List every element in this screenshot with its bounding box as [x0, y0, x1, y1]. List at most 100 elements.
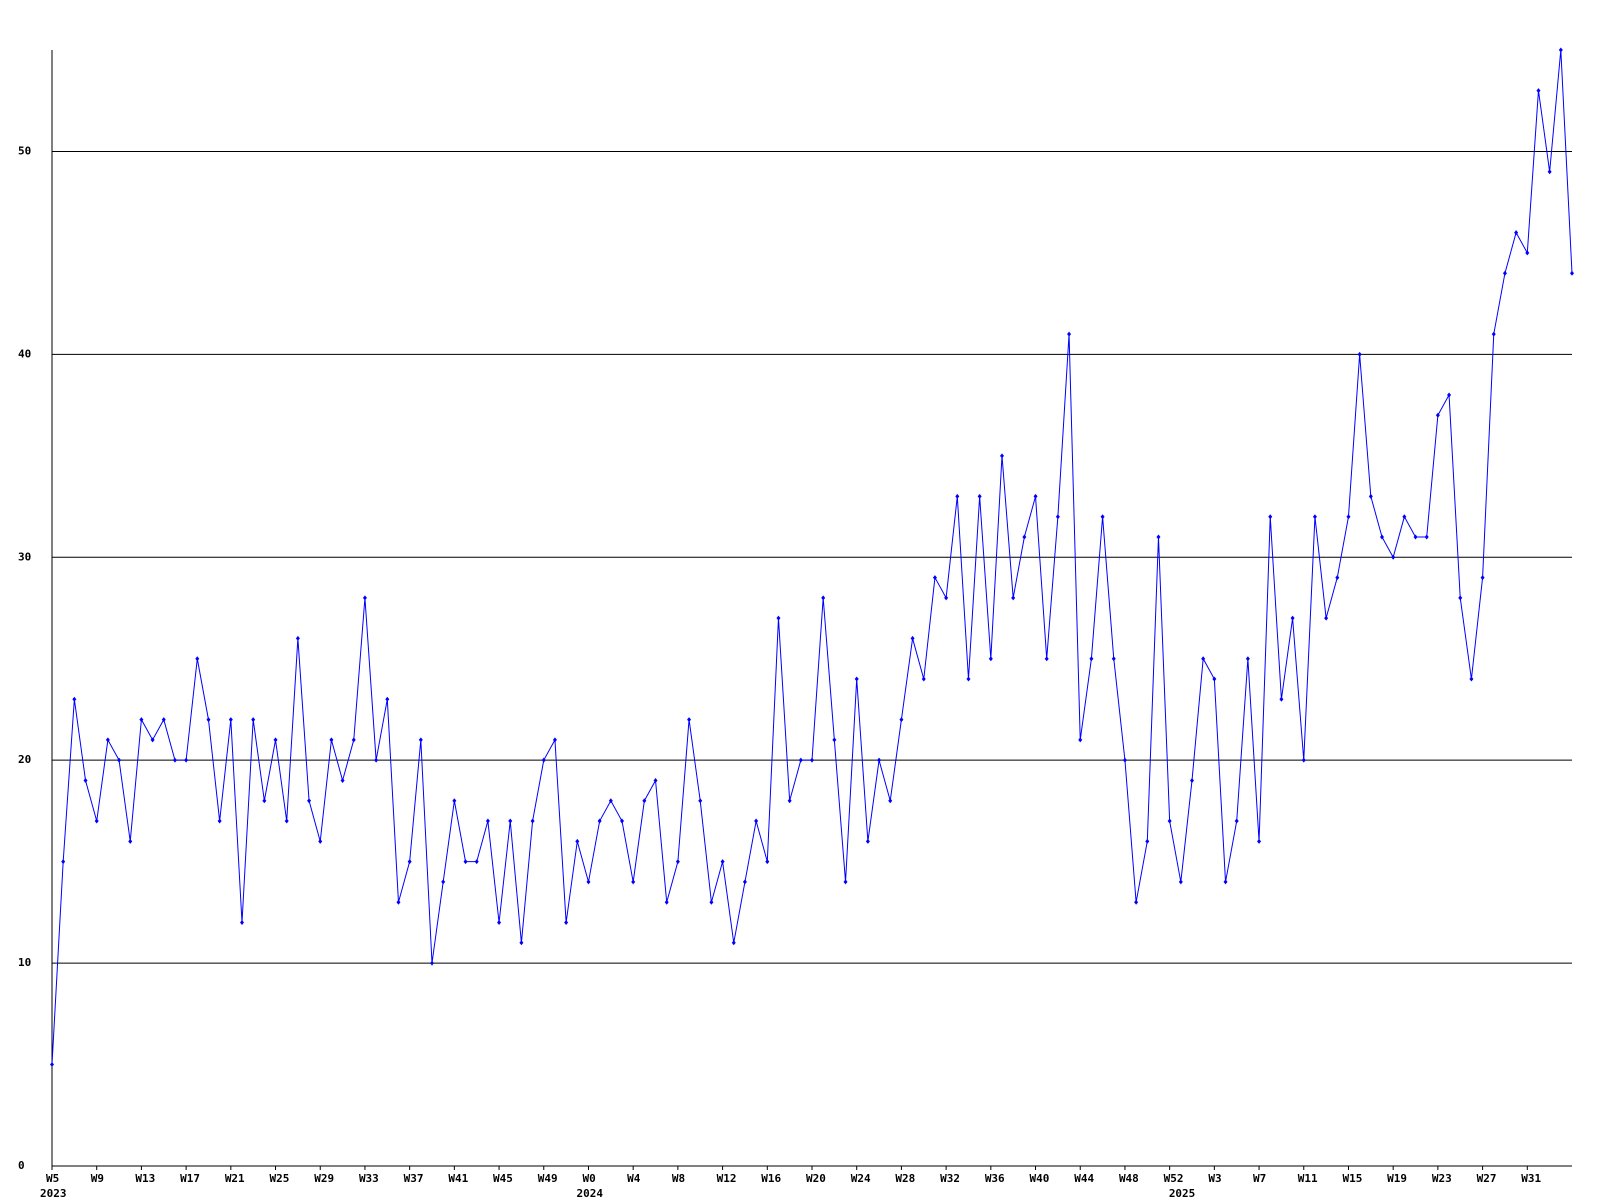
point: [1011, 595, 1016, 601]
point: [1447, 392, 1452, 398]
year-label: 2024: [576, 1187, 603, 1200]
point: [910, 635, 915, 641]
point: [1044, 656, 1049, 662]
point: [262, 798, 267, 804]
x-tick-label: W4: [627, 1172, 641, 1185]
point: [128, 838, 133, 844]
point: [251, 717, 256, 723]
point: [1167, 818, 1172, 824]
point: [1346, 514, 1351, 520]
point: [1290, 615, 1295, 621]
point: [541, 757, 546, 763]
point: [418, 737, 423, 743]
y-tick-label: 10: [18, 956, 31, 969]
x-tick-label: W13: [135, 1172, 155, 1185]
x-tick-label: W24: [851, 1172, 871, 1185]
point: [865, 838, 870, 844]
point: [519, 940, 524, 946]
point: [1234, 818, 1239, 824]
point: [1190, 777, 1194, 783]
point: [105, 737, 110, 743]
x-tick-label: W21: [225, 1172, 245, 1185]
x-tick-label: W0: [582, 1172, 595, 1185]
point: [228, 717, 233, 723]
point: [552, 737, 557, 743]
point: [117, 757, 122, 763]
point: [1245, 656, 1250, 662]
point: [586, 879, 591, 885]
point: [206, 717, 211, 723]
point: [1312, 514, 1317, 520]
x-tick-label: W45: [493, 1172, 513, 1185]
y-tick-label: 40: [18, 347, 31, 360]
point: [485, 818, 490, 824]
point: [1122, 757, 1127, 763]
point: [385, 696, 390, 702]
point: [1201, 656, 1206, 662]
point: [1402, 514, 1407, 520]
point: [1491, 331, 1496, 337]
x-tick-label: W52: [1164, 1172, 1184, 1185]
point: [1100, 514, 1105, 520]
point: [631, 879, 636, 885]
point: [787, 798, 792, 804]
x-tick-label: W15: [1342, 1172, 1362, 1185]
point: [988, 656, 993, 662]
point: [1279, 696, 1284, 702]
point: [664, 899, 669, 905]
point: [441, 879, 446, 885]
point: [597, 818, 602, 824]
point: [1435, 412, 1440, 418]
point: [1413, 534, 1418, 540]
point: [195, 656, 200, 662]
point: [932, 575, 937, 581]
x-tick-label: W36: [985, 1172, 1005, 1185]
point: [765, 859, 770, 865]
point: [854, 676, 859, 682]
point: [1301, 757, 1306, 763]
point: [184, 757, 189, 763]
point: [1391, 554, 1396, 560]
point: [720, 859, 725, 865]
point: [1502, 270, 1507, 276]
x-tick-label: W11: [1298, 1172, 1318, 1185]
point: [977, 493, 982, 499]
point: [899, 717, 904, 723]
point: [1223, 879, 1228, 885]
x-tick-label: W9: [91, 1172, 104, 1185]
point: [1268, 514, 1273, 520]
point: [776, 615, 781, 621]
point: [217, 818, 222, 824]
point: [497, 920, 502, 926]
point: [1335, 575, 1340, 581]
point: [452, 798, 457, 804]
y-tick-label: 50: [18, 144, 31, 157]
point: [1480, 575, 1485, 581]
point: [642, 798, 647, 804]
x-tick-label: W5: [46, 1172, 59, 1185]
point: [1033, 493, 1038, 499]
point: [1156, 534, 1161, 540]
point: [329, 737, 334, 743]
point: [295, 635, 300, 641]
point: [1570, 270, 1574, 276]
point: [1514, 230, 1519, 236]
point: [351, 737, 356, 743]
point: [1380, 534, 1384, 540]
point: [608, 798, 613, 804]
point: [832, 737, 837, 743]
point: [72, 696, 77, 702]
x-tick-label: W20: [806, 1172, 826, 1185]
point: [1134, 899, 1139, 905]
point: [1000, 453, 1004, 459]
point: [888, 798, 893, 804]
point: [698, 798, 703, 804]
point: [754, 818, 759, 824]
point: [575, 838, 580, 844]
point: [620, 818, 624, 824]
x-tick-label: W7: [1253, 1172, 1266, 1185]
point: [83, 777, 88, 783]
point: [877, 757, 882, 763]
point: [1022, 534, 1027, 540]
point: [530, 818, 535, 824]
